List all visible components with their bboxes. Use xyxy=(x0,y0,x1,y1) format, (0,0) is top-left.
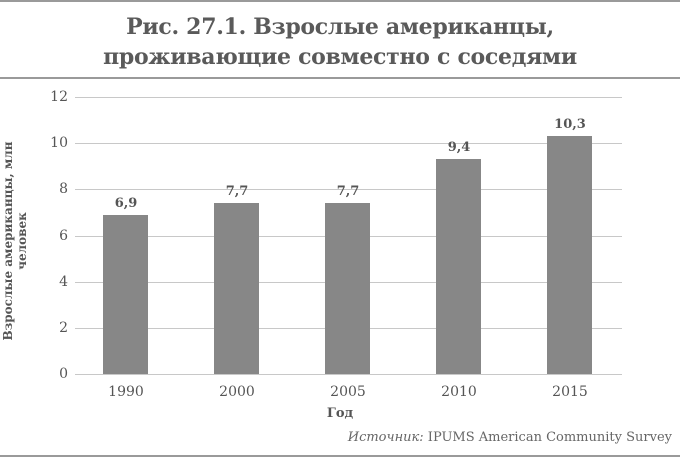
x-tick-label: 1990 xyxy=(108,384,144,400)
y-tick-label: 8 xyxy=(59,181,68,197)
title-rule xyxy=(0,77,680,79)
data-label: 9,4 xyxy=(447,140,471,155)
bar-2015 xyxy=(547,136,592,374)
data-label: 7,7 xyxy=(336,184,360,199)
y-tick-label: 4 xyxy=(59,274,68,290)
source-text: IPUMS American Community Survey xyxy=(423,430,672,445)
source-note: Источник: IPUMS American Community Surve… xyxy=(348,430,672,445)
data-label: 10,3 xyxy=(554,117,586,132)
bottom-rule xyxy=(0,455,680,457)
bar-1990 xyxy=(103,215,148,374)
gridline xyxy=(75,374,622,375)
source-prefix: Источник: xyxy=(347,430,424,445)
y-tick-label: 2 xyxy=(59,320,68,336)
chart-title-line2: проживающие совместно с соседями xyxy=(103,44,577,70)
x-tick-label: 2010 xyxy=(441,384,477,400)
data-label: 7,7 xyxy=(225,184,249,199)
bar-2000 xyxy=(214,203,259,374)
gridline xyxy=(75,143,622,144)
x-axis-label: Год xyxy=(326,406,354,421)
bar-2010 xyxy=(436,159,481,374)
gridline xyxy=(75,189,622,190)
top-rule xyxy=(0,0,680,2)
y-tick-label: 12 xyxy=(50,89,68,105)
data-label: 6,9 xyxy=(114,196,138,211)
gridline xyxy=(75,97,622,98)
y-tick-label: 10 xyxy=(50,135,68,151)
y-tick-label: 6 xyxy=(59,228,68,244)
x-tick-label: 2000 xyxy=(219,384,255,400)
y-axis-label: Взрослые американцы, млн человек xyxy=(1,141,29,341)
bar-2005 xyxy=(325,203,370,374)
x-tick-label: 2005 xyxy=(330,384,366,400)
y-tick-label: 0 xyxy=(59,366,68,382)
chart-title-line1: Рис. 27.1. Взрослые американцы, xyxy=(126,14,554,40)
x-tick-label: 2015 xyxy=(552,384,588,400)
